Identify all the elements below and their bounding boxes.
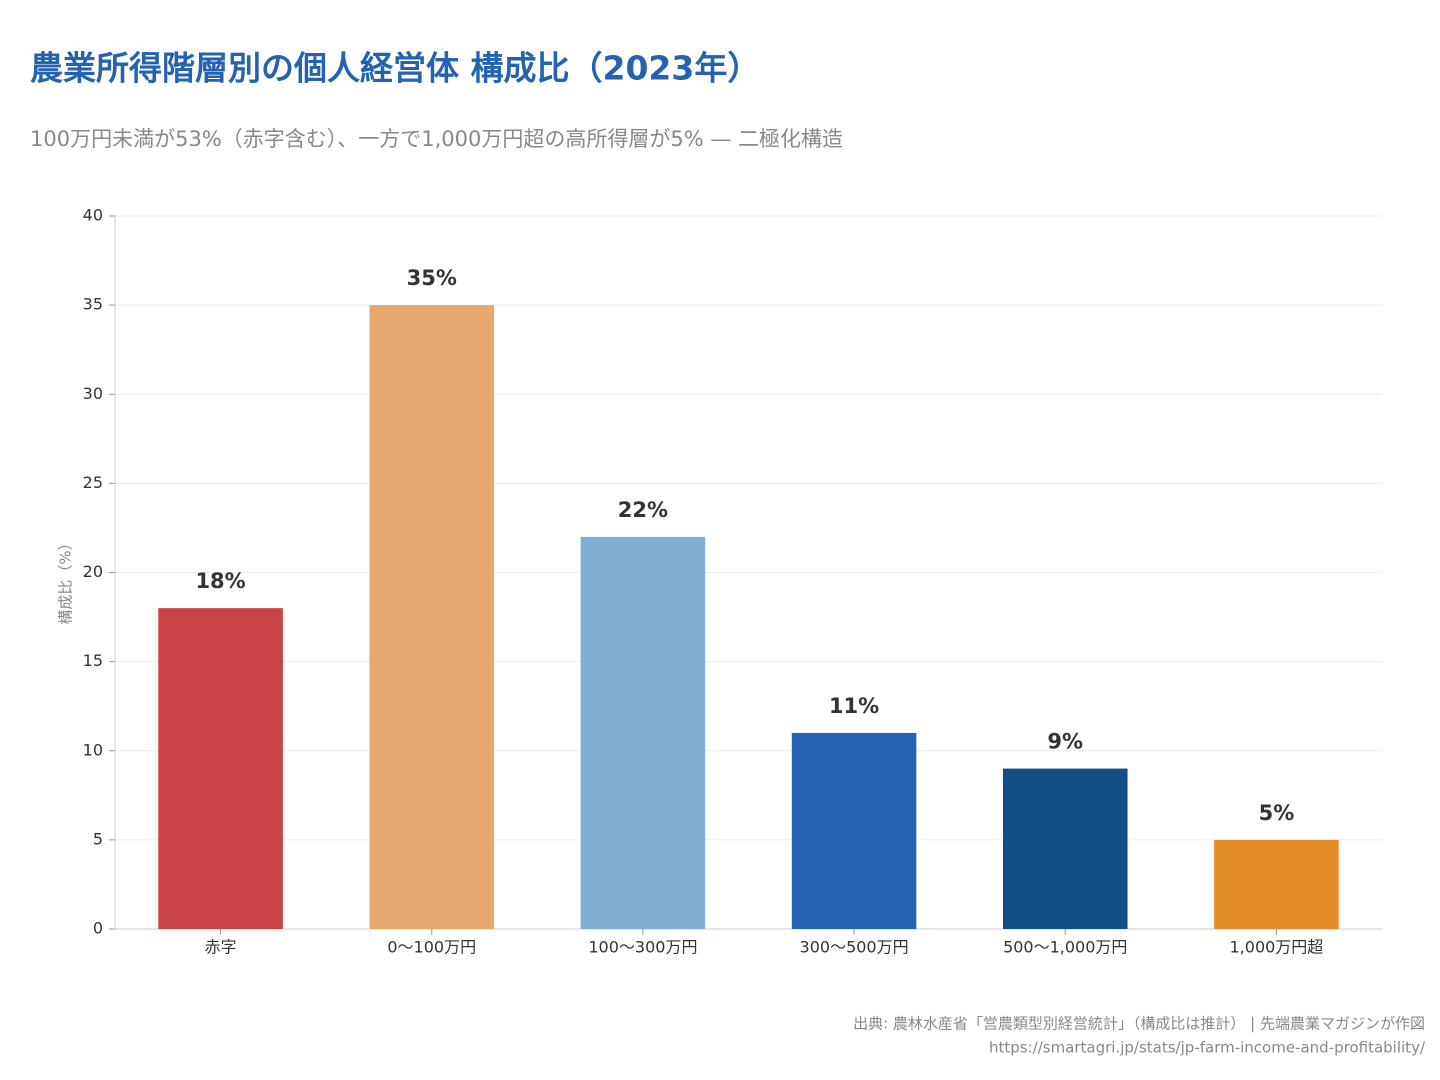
value-label: 11% [829, 694, 879, 718]
value-label: 35% [407, 266, 457, 290]
x-tick-label: 300〜500万円 [800, 938, 909, 957]
bar [791, 732, 917, 929]
value-label: 22% [618, 498, 668, 522]
y-tick-label: 25 [83, 473, 103, 492]
value-label: 9% [1047, 730, 1083, 754]
y-tick-label: 30 [83, 384, 103, 403]
y-tick-label: 10 [83, 740, 103, 759]
bar [1214, 839, 1339, 929]
x-tick-label: 1,000万円超 [1230, 938, 1324, 957]
bar [369, 305, 495, 929]
value-label: 18% [195, 569, 245, 593]
y-tick-label: 20 [83, 562, 103, 581]
y-tick-label: 40 [83, 206, 103, 225]
chart-subtitle: 100万円未満が53%（赤字含む）、一方で1,000万円超の高所得層が5% — … [30, 127, 843, 151]
source-note: 出典: 農林水産省「営農類型別経営統計」（構成比は推計） | 先端農業マガジンが… [853, 1015, 1425, 1033]
y-tick-label: 35 [83, 295, 103, 314]
y-tick-label: 15 [83, 651, 103, 670]
y-axis-label: 構成比（%） [57, 535, 75, 624]
bar [580, 536, 706, 929]
y-tick-label: 0 [93, 919, 103, 938]
x-tick-label: 500〜1,000万円 [1003, 938, 1127, 957]
y-tick-label: 5 [93, 829, 103, 848]
source-url: https://smartagri.jp/stats/jp-farm-incom… [989, 1039, 1426, 1057]
bar [158, 608, 283, 929]
value-label: 5% [1259, 801, 1295, 825]
x-tick-label: 100〜300万円 [588, 938, 697, 957]
bar [1002, 768, 1128, 929]
chart-title: 農業所得階層別の個人経営体 構成比（2023年） [30, 49, 760, 88]
x-tick-label: 赤字 [205, 938, 237, 957]
x-tick-label: 0〜100万円 [387, 938, 476, 957]
